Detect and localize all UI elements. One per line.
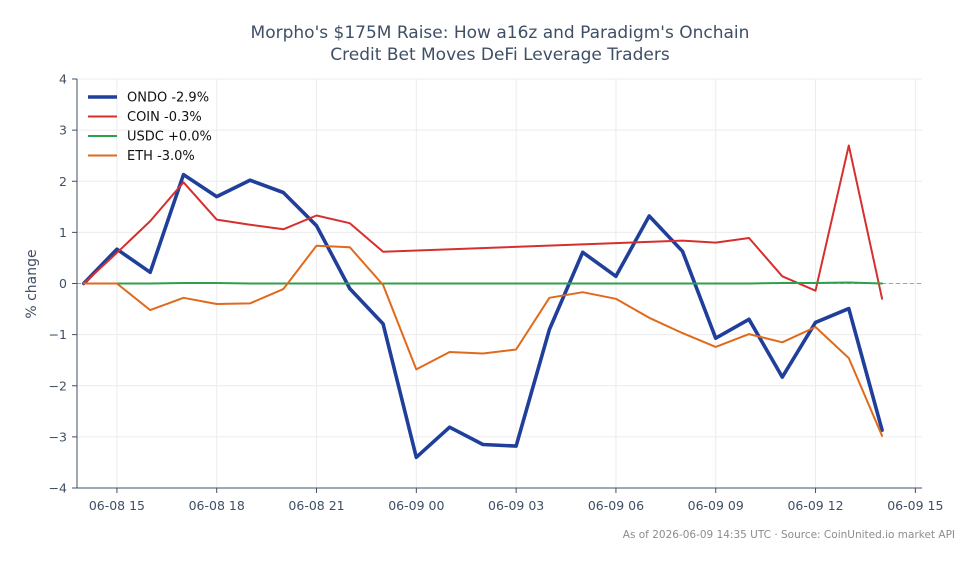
chart-title-line-2: Credit Bet Moves DeFi Leverage Traders: [330, 45, 670, 65]
y-axis-label: % change: [24, 249, 40, 318]
legend-entry-label: ONDO -2.9%: [127, 91, 209, 106]
y-tick-label: −1: [49, 327, 67, 342]
x-tick-label: 06-09 09: [688, 498, 744, 513]
x-tick-label: 06-09 12: [787, 498, 843, 513]
x-tick-label: 06-08 18: [189, 498, 245, 513]
series-line-ondo: [81, 172, 884, 460]
source-footer: As of 2026-06-09 14:35 UTC · Source: Coi…: [623, 529, 955, 541]
x-tick-label: 06-09 06: [588, 498, 644, 513]
legend-entry-label: ETH -3.0%: [127, 149, 195, 164]
x-axis-ticks: 06-08 15 06-08 18 06-08 21 06-09 00 06-09 03…: [89, 488, 943, 513]
y-tick-label: 3: [59, 123, 67, 138]
y-tick-label: 2: [59, 174, 67, 189]
x-tick-label: 06-09 03: [488, 498, 544, 513]
y-tick-label: −4: [49, 481, 67, 496]
series-line-coin: [82, 144, 884, 300]
series-line-eth: [82, 244, 884, 437]
x-tick-label: 06-09 00: [388, 498, 444, 513]
legend: ONDO -2.9% COIN -0.3% USDC +0.0% ETH -3.0%: [88, 91, 212, 164]
y-axis-ticks: 4 3 2 1 0 −1 −2 −3 −4: [49, 72, 77, 496]
x-tick-label: 06-08 15: [89, 498, 145, 513]
y-tick-label: 0: [59, 276, 67, 291]
x-tick-label: 06-08 21: [288, 498, 344, 513]
x-tick-label: 06-09 15: [887, 498, 943, 513]
legend-entry-label: USDC +0.0%: [127, 130, 212, 145]
legend-entry-label: COIN -0.3%: [127, 110, 202, 125]
plot-series: [81, 144, 884, 460]
chart-title-line-1: Morpho's $175M Raise: How a16z and Parad…: [251, 23, 750, 43]
y-tick-label: 4: [59, 72, 67, 87]
series-line-usdc: [82, 281, 884, 285]
y-tick-label: −3: [49, 429, 67, 444]
y-tick-label: 1: [59, 225, 67, 240]
y-tick-label: −2: [49, 378, 67, 393]
